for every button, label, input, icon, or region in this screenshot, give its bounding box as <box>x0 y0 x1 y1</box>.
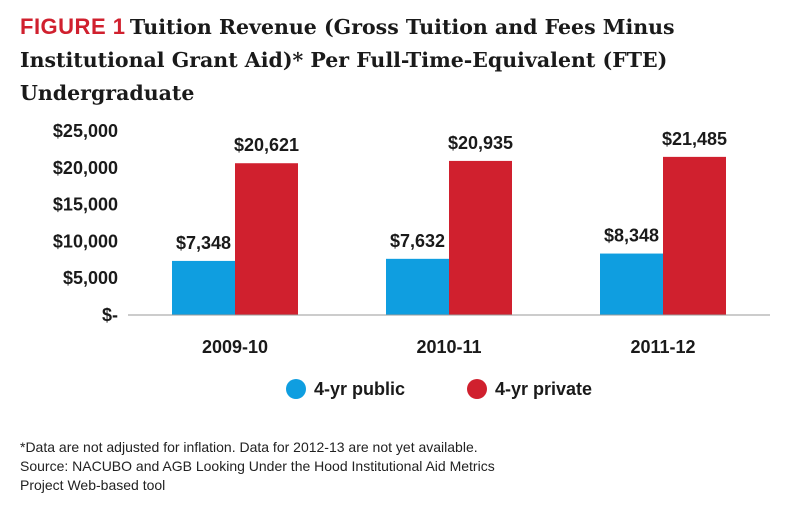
figure-title-block: FIGURE 1 Tuition Revenue (Gross Tuition … <box>20 12 790 111</box>
bar-4-yr-private <box>235 163 298 315</box>
legend-label: 4-yr private <box>495 379 592 399</box>
y-tick-label: $15,000 <box>53 195 118 215</box>
data-label: $8,348 <box>604 226 659 246</box>
data-label: $7,632 <box>390 231 445 251</box>
figure-label: FIGURE 1 <box>20 14 126 39</box>
legend-marker <box>467 379 487 399</box>
x-tick-label: 2011-12 <box>630 337 695 357</box>
figure-title: Tuition Revenue (Gross Tuition and Fees … <box>20 15 675 105</box>
bar-4-yr-private <box>449 160 512 315</box>
y-tick-label: $- <box>102 305 118 325</box>
y-tick-label: $25,000 <box>53 121 118 141</box>
data-label: $21,485 <box>662 129 727 149</box>
footnote-source-line-3: Project Web-based tool <box>20 477 166 493</box>
y-tick-label: $20,000 <box>53 158 118 178</box>
data-label: $20,935 <box>448 133 513 153</box>
footnote-source-line-2: Source: NACUBO and AGB Looking Under the… <box>20 458 495 474</box>
y-tick-label: $10,000 <box>53 231 118 251</box>
bar-4-yr-private <box>663 156 726 315</box>
legend-label: 4-yr public <box>314 379 405 399</box>
y-tick-label: $5,000 <box>63 268 118 288</box>
data-label: $7,348 <box>176 233 231 253</box>
bar-4-yr-public <box>172 260 235 315</box>
x-tick-label: 2010-11 <box>416 337 481 357</box>
footnote: *Data are not adjusted for inflation. Da… <box>20 438 780 495</box>
bar-4-yr-public <box>386 258 449 315</box>
bar-chart: $- $5,000 $10,000 $15,000 $20,000 $25,000 $7,3… <box>53 121 770 399</box>
x-tick-label: 2009-10 <box>202 337 268 357</box>
legend-marker <box>286 379 306 399</box>
data-label: $20,621 <box>234 135 299 155</box>
bar-4-yr-public <box>600 253 663 315</box>
footnote-line-1: *Data are not adjusted for inflation. Da… <box>20 439 478 455</box>
